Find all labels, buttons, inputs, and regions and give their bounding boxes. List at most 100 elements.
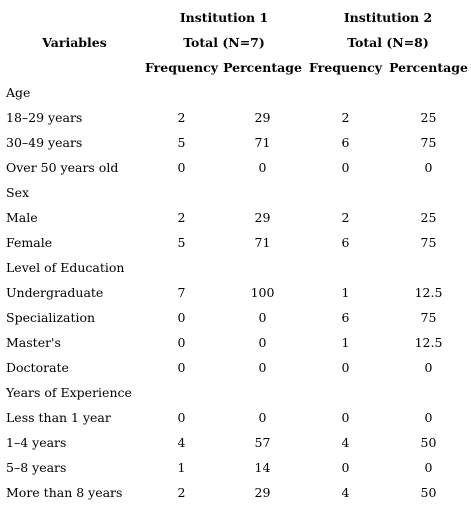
table-row: Specialization 0 0 6 75 <box>0 305 471 330</box>
institution1-percentage: 29 <box>254 210 271 225</box>
institution1-percentage: 29 <box>254 485 271 500</box>
table-row: More than 8 years 2 29 4 50 <box>0 480 471 505</box>
section-title: Age <box>6 85 31 100</box>
institution1-frequency: 0 <box>177 360 186 375</box>
section-row: Sex <box>0 180 471 205</box>
institution2-percentage: 0 <box>424 360 433 375</box>
institution2-percentage: 12.5 <box>414 335 443 350</box>
institution2-frequency: 1 <box>341 285 350 300</box>
institution1-percentage: 71 <box>254 235 271 250</box>
row-label: Undergraduate <box>6 285 104 300</box>
institution2-frequency: 2 <box>341 110 350 125</box>
row-label: 18–29 years <box>6 110 83 125</box>
header-row-columns: Frequency Percentage Frequency Percentag… <box>0 55 471 80</box>
table-header: Institution 1 Institution 2 Variables To… <box>0 5 471 80</box>
section-title: Sex <box>6 185 30 200</box>
institution2-percentage: 75 <box>420 135 437 150</box>
row-label: Master's <box>6 335 61 350</box>
institution2-frequency: 6 <box>341 235 350 250</box>
institution1-percentage: 0 <box>258 410 267 425</box>
demographics-table: Institution 1 Institution 2 Variables To… <box>0 5 471 505</box>
table-row: Male 2 29 2 25 <box>0 205 471 230</box>
table-body: Age 18–29 years 2 29 2 25 30–49 years 5 71 6 75 Ove… <box>0 80 471 505</box>
row-label: Specialization <box>6 310 96 325</box>
percentage-header-1: Percentage <box>223 60 302 75</box>
row-label: Doctorate <box>6 360 69 375</box>
institution2-percentage: 0 <box>424 160 433 175</box>
institution2-frequency: 2 <box>341 210 350 225</box>
row-label: Over 50 years old <box>6 160 119 175</box>
institution2-frequency: 0 <box>341 460 350 475</box>
frequency-header-1: Frequency <box>145 60 218 75</box>
table-row: Female 5 71 6 75 <box>0 230 471 255</box>
institution1-percentage: 0 <box>258 360 267 375</box>
percentage-header-2: Percentage <box>389 60 468 75</box>
table-row: Undergraduate 7 100 1 12.5 <box>0 280 471 305</box>
institution2-frequency: 4 <box>341 435 350 450</box>
row-label: 5–8 years <box>6 460 67 475</box>
institution2-frequency: 0 <box>341 410 350 425</box>
table-row: 18–29 years 2 29 2 25 <box>0 105 471 130</box>
section-row: Years of Experience <box>0 380 471 405</box>
institution2-frequency: 1 <box>341 335 350 350</box>
institution1-frequency: 2 <box>177 485 186 500</box>
institution2-percentage: 12.5 <box>414 285 443 300</box>
institution1-frequency: 1 <box>177 460 186 475</box>
institution2-percentage: 75 <box>420 235 437 250</box>
institution1-percentage: 71 <box>254 135 271 150</box>
institution1-frequency: 0 <box>177 335 186 350</box>
section-title: Years of Experience <box>6 385 132 400</box>
institution1-frequency: 7 <box>177 285 186 300</box>
institution1-frequency: 0 <box>177 410 186 425</box>
variables-header: Variables <box>42 35 107 50</box>
table-row: 1–4 years 4 57 4 50 <box>0 430 471 455</box>
section-row: Level of Education <box>0 255 471 280</box>
row-label: 1–4 years <box>6 435 67 450</box>
row-label: Female <box>6 235 53 250</box>
institution2-frequency: 4 <box>341 485 350 500</box>
table-row: Over 50 years old 0 0 0 0 <box>0 155 471 180</box>
frequency-header-2: Frequency <box>309 60 382 75</box>
institution1-frequency: 4 <box>177 435 186 450</box>
institution1-percentage: 0 <box>258 160 267 175</box>
institution1-total: Total (N=7) <box>183 35 265 50</box>
institution1-frequency: 5 <box>177 235 186 250</box>
institution1-percentage: 0 <box>258 310 267 325</box>
institution2-percentage: 75 <box>420 310 437 325</box>
row-label: Male <box>6 210 38 225</box>
institution2-total: Total (N=8) <box>347 35 429 50</box>
institution1-percentage: 29 <box>254 110 271 125</box>
row-label: 30–49 years <box>6 135 83 150</box>
institution2-frequency: 0 <box>341 360 350 375</box>
institution2-frequency: 6 <box>341 310 350 325</box>
row-label: Less than 1 year <box>6 410 111 425</box>
institution2-percentage: 50 <box>420 485 437 500</box>
row-label: More than 8 years <box>6 485 123 500</box>
institution1-percentage: 0 <box>258 335 267 350</box>
institution2-frequency: 6 <box>341 135 350 150</box>
institution2-name: Institution 2 <box>343 10 433 25</box>
institution2-percentage: 25 <box>420 110 437 125</box>
table-row: Doctorate 0 0 0 0 <box>0 355 471 380</box>
institution1-percentage: 14 <box>254 460 271 475</box>
institution1-frequency: 5 <box>177 135 186 150</box>
section-title: Level of Education <box>6 260 125 275</box>
institution1-frequency: 2 <box>177 210 186 225</box>
institution2-percentage: 25 <box>420 210 437 225</box>
table-row: Less than 1 year 0 0 0 0 <box>0 405 471 430</box>
table-row: Master's 0 0 1 12.5 <box>0 330 471 355</box>
institution2-frequency: 0 <box>341 160 350 175</box>
institution1-percentage: 57 <box>254 435 271 450</box>
institution1-frequency: 0 <box>177 160 186 175</box>
institution1-name: Institution 1 <box>179 10 269 25</box>
institution2-percentage: 0 <box>424 410 433 425</box>
institution1-percentage: 100 <box>250 285 275 300</box>
institution1-frequency: 0 <box>177 310 186 325</box>
section-row: Age <box>0 80 471 105</box>
institution2-percentage: 0 <box>424 460 433 475</box>
institution1-frequency: 2 <box>177 110 186 125</box>
table-row: 30–49 years 5 71 6 75 <box>0 130 471 155</box>
header-row-totals: Variables Total (N=7) Total (N=8) <box>0 30 471 55</box>
institution2-percentage: 50 <box>420 435 437 450</box>
